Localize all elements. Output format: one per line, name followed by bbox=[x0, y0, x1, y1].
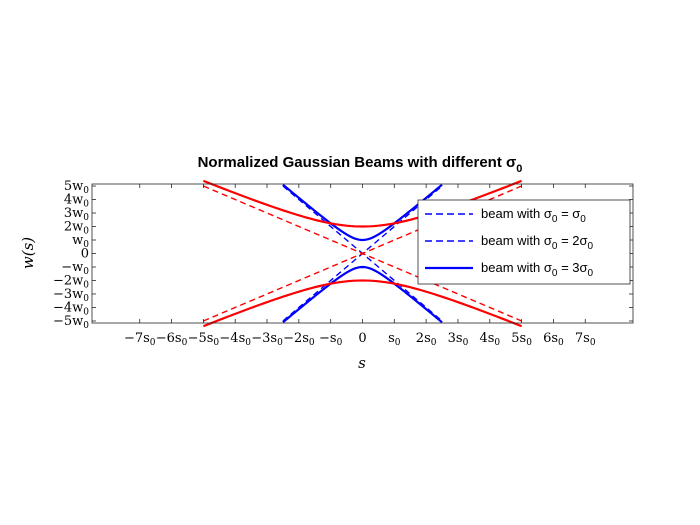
y-tick-label: w0 bbox=[72, 233, 89, 250]
x-tick-label: −2s0 bbox=[283, 331, 315, 348]
series-2-beam-lower bbox=[202, 279, 523, 328]
x-tick-label: −6s0 bbox=[156, 331, 188, 348]
y-tick-label: 5w0 bbox=[64, 179, 89, 196]
x-tick-label: 4s0 bbox=[479, 331, 500, 348]
x-axis-label: s bbox=[358, 354, 366, 372]
y-axis-label: w(s) bbox=[19, 237, 37, 269]
y-tick-label: −2w0 bbox=[53, 273, 89, 290]
y-tick-label: −5w0 bbox=[53, 314, 89, 331]
x-tick-label: −3s0 bbox=[251, 331, 283, 348]
series-0-beam-upper bbox=[282, 183, 443, 242]
series-2-asymptote-1 bbox=[203, 185, 522, 322]
legend-label: beam with σ0 = 3σ0 bbox=[481, 260, 594, 279]
plot-frame bbox=[91, 183, 634, 324]
series-0-beam-lower bbox=[282, 265, 443, 324]
legend-label: beam with σ0 = σ0 bbox=[481, 206, 586, 225]
y-tick-label: 3w0 bbox=[64, 206, 89, 223]
y-tick-label: −4w0 bbox=[53, 300, 89, 317]
chart-title: Normalized Gaussian Beams with different… bbox=[198, 154, 523, 175]
x-tick-label: −4s0 bbox=[219, 331, 251, 348]
legend: beam with σ0 = σ0 beam with σ0 = 2σ0 beam … bbox=[417, 199, 631, 285]
x-tick-label: 6s0 bbox=[543, 331, 564, 348]
x-tick-label: 0 bbox=[358, 331, 366, 346]
x-tick-label: −7s0 bbox=[124, 331, 156, 348]
x-tick-label: 2s0 bbox=[416, 331, 437, 348]
x-tick-label: −s0 bbox=[319, 331, 343, 348]
y-tick-label: −3w0 bbox=[53, 287, 89, 304]
y-tick-label: 2w0 bbox=[64, 220, 89, 237]
x-tick-label: 3s0 bbox=[448, 331, 469, 348]
legend-label: beam with σ0 = 2σ0 bbox=[481, 233, 594, 252]
chart-title-subscript: 0 bbox=[516, 163, 522, 175]
legend-items: beam with σ0 = σ0 beam with σ0 = 2σ0 beam … bbox=[425, 206, 594, 279]
y-tick-label: 0 bbox=[81, 247, 89, 262]
y-tick-label: 4w0 bbox=[64, 193, 89, 210]
x-tick-label: 7s0 bbox=[575, 331, 596, 348]
x-tick-label: 5s0 bbox=[511, 331, 532, 348]
x-tick-label: −5s0 bbox=[188, 331, 220, 348]
y-tick-label: −w0 bbox=[61, 260, 89, 277]
x-tick-label: s0 bbox=[388, 331, 401, 348]
